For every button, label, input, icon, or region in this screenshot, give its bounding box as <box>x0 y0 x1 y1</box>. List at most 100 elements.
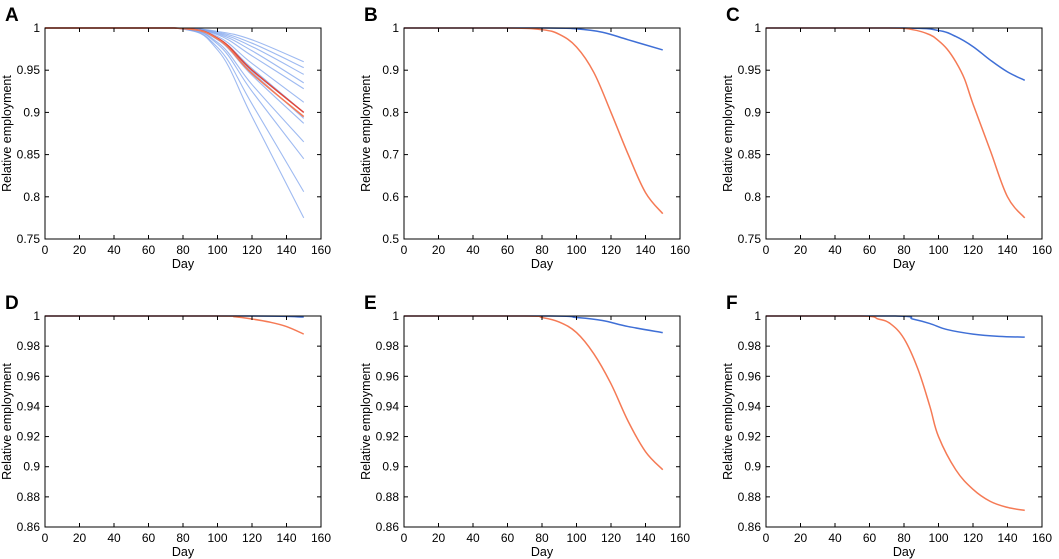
x-tick-label: 0 <box>42 243 49 257</box>
y-tick-label: 1 <box>754 309 761 323</box>
x-tick-label: 0 <box>763 243 770 257</box>
y-tick-label: 0.95 <box>17 63 41 77</box>
x-tick-label: 80 <box>535 531 549 545</box>
panel-a: 0 20 40 60 80 100 120 140 160 0.75 0.8 0.85 0.9 0.95 1… <box>0 5 331 271</box>
x-axis-title: Day <box>893 257 916 271</box>
series-line-orange <box>404 27 664 215</box>
y-tick-label: 0.9 <box>382 460 399 474</box>
x-tick-label: 0 <box>401 243 408 257</box>
y-tick-label: 0.75 <box>17 232 41 246</box>
x-tick-label: 160 <box>670 531 690 545</box>
y-tick-label: 0.9 <box>23 460 40 474</box>
x-tick-label: 140 <box>635 243 655 257</box>
x-tick-label: 140 <box>276 243 296 257</box>
x-tick-label: 100 <box>928 531 948 545</box>
x-tick-label: 0 <box>763 531 770 545</box>
y-tick-label: 0.8 <box>382 105 399 119</box>
x-axis-title: Day <box>531 257 554 271</box>
y-tick-label: 0.92 <box>738 430 762 444</box>
x-tick-label: 80 <box>176 531 190 545</box>
series-line-run-1 <box>45 27 304 63</box>
y-tick-label: 0.6 <box>382 190 399 204</box>
y-axis-title: Relative employment <box>0 363 14 480</box>
panel-letter: C <box>726 5 740 26</box>
x-tick-label: 40 <box>466 531 480 545</box>
panel-letter: A <box>5 5 19 26</box>
x-tick-label: 60 <box>863 243 877 257</box>
x-tick-label: 60 <box>142 531 156 545</box>
series-line-blue <box>403 315 663 334</box>
plot-frame <box>44 315 322 528</box>
x-tick-label: 100 <box>566 531 586 545</box>
y-tick-label: 1 <box>33 21 40 35</box>
x-tick-label: 120 <box>242 531 262 545</box>
y-tick-label: 0.88 <box>17 490 41 504</box>
y-tick-label: 0.94 <box>376 399 400 413</box>
x-tick-label: 100 <box>566 243 586 257</box>
x-tick-label: 120 <box>963 243 983 257</box>
plot-frame <box>403 315 681 528</box>
x-tick-label: 20 <box>432 531 446 545</box>
x-tick-label: 160 <box>1032 243 1052 257</box>
panel-c: 0 20 40 60 80 100 120 140 160 0.75 0.8 0.85 0.9 0.95 1… <box>721 5 1052 271</box>
x-tick-label: 160 <box>311 243 331 257</box>
x-axis-title: Day <box>531 545 554 559</box>
series-line-run-orange <box>45 27 305 118</box>
y-tick-label: 1 <box>392 21 399 35</box>
series-line-orange <box>403 315 664 471</box>
x-tick-label: 40 <box>107 243 121 257</box>
y-tick-label: 0.9 <box>744 460 761 474</box>
series-line-blue <box>766 27 1026 82</box>
y-tick-label: 0.88 <box>738 490 762 504</box>
series-line-blue <box>765 315 1025 338</box>
x-tick-label: 100 <box>207 531 227 545</box>
x-tick-label: 20 <box>794 243 808 257</box>
y-tick-label: 0.8 <box>744 190 761 204</box>
x-tick-label: 40 <box>107 531 121 545</box>
series-line-run-6 <box>45 27 305 103</box>
series-line-blue <box>404 27 663 51</box>
x-tick-label: 20 <box>73 243 87 257</box>
x-tick-label: 120 <box>601 243 621 257</box>
x-tick-label: 20 <box>73 531 87 545</box>
x-tick-label: 100 <box>207 243 227 257</box>
x-tick-label: 140 <box>997 243 1017 257</box>
x-tick-label: 0 <box>42 531 49 545</box>
y-tick-label: 1 <box>754 21 761 35</box>
y-tick-label: 0.95 <box>738 63 762 77</box>
y-axis-title: Relative employment <box>0 75 14 192</box>
x-tick-label: 120 <box>963 531 983 545</box>
x-tick-label: 0 <box>401 531 408 545</box>
x-tick-label: 60 <box>501 243 515 257</box>
panel-letter: D <box>5 293 19 314</box>
panel-letter: B <box>364 5 378 26</box>
panel-b: 0 20 40 60 80 100 120 140 160 0.5 0.6 0.7 0.8 0.9 1 Day… <box>359 5 690 271</box>
y-tick-label: 0.85 <box>17 148 41 162</box>
x-tick-label: 40 <box>828 531 842 545</box>
x-tick-label: 100 <box>928 243 948 257</box>
y-tick-label: 1 <box>33 309 40 323</box>
y-tick-label: 0.86 <box>376 520 400 534</box>
panel-e: 0 20 40 60 80 100 120 140 160 0.86 0.88 0.9 0.92 0.94… <box>359 293 690 559</box>
x-tick-label: 160 <box>1032 531 1052 545</box>
y-axis-title: Relative employment <box>721 363 735 480</box>
y-tick-label: 0.96 <box>738 369 762 383</box>
series-line-orange <box>765 315 1025 512</box>
series-line-orange <box>766 27 1026 219</box>
panel-d: 0 20 40 60 80 100 120 140 160 0.86 0.88 0.9 0.92 0.94… <box>0 293 331 559</box>
y-tick-label: 0.94 <box>738 399 762 413</box>
series-line-run-4 <box>45 27 305 84</box>
y-tick-label: 0.88 <box>376 490 400 504</box>
y-tick-label: 0.98 <box>376 339 400 353</box>
series-line-run-2 <box>45 27 304 69</box>
y-tick-label: 0.9 <box>744 105 761 119</box>
panel-letter: E <box>364 293 377 314</box>
panel-letter: F <box>726 293 738 314</box>
y-axis-title: Relative employment <box>359 363 373 480</box>
x-tick-label: 120 <box>601 531 621 545</box>
series-line-orange <box>44 315 305 335</box>
y-tick-label: 1 <box>392 309 399 323</box>
x-tick-label: 140 <box>635 531 655 545</box>
y-tick-label: 0.94 <box>17 399 41 413</box>
x-tick-label: 40 <box>466 243 480 257</box>
